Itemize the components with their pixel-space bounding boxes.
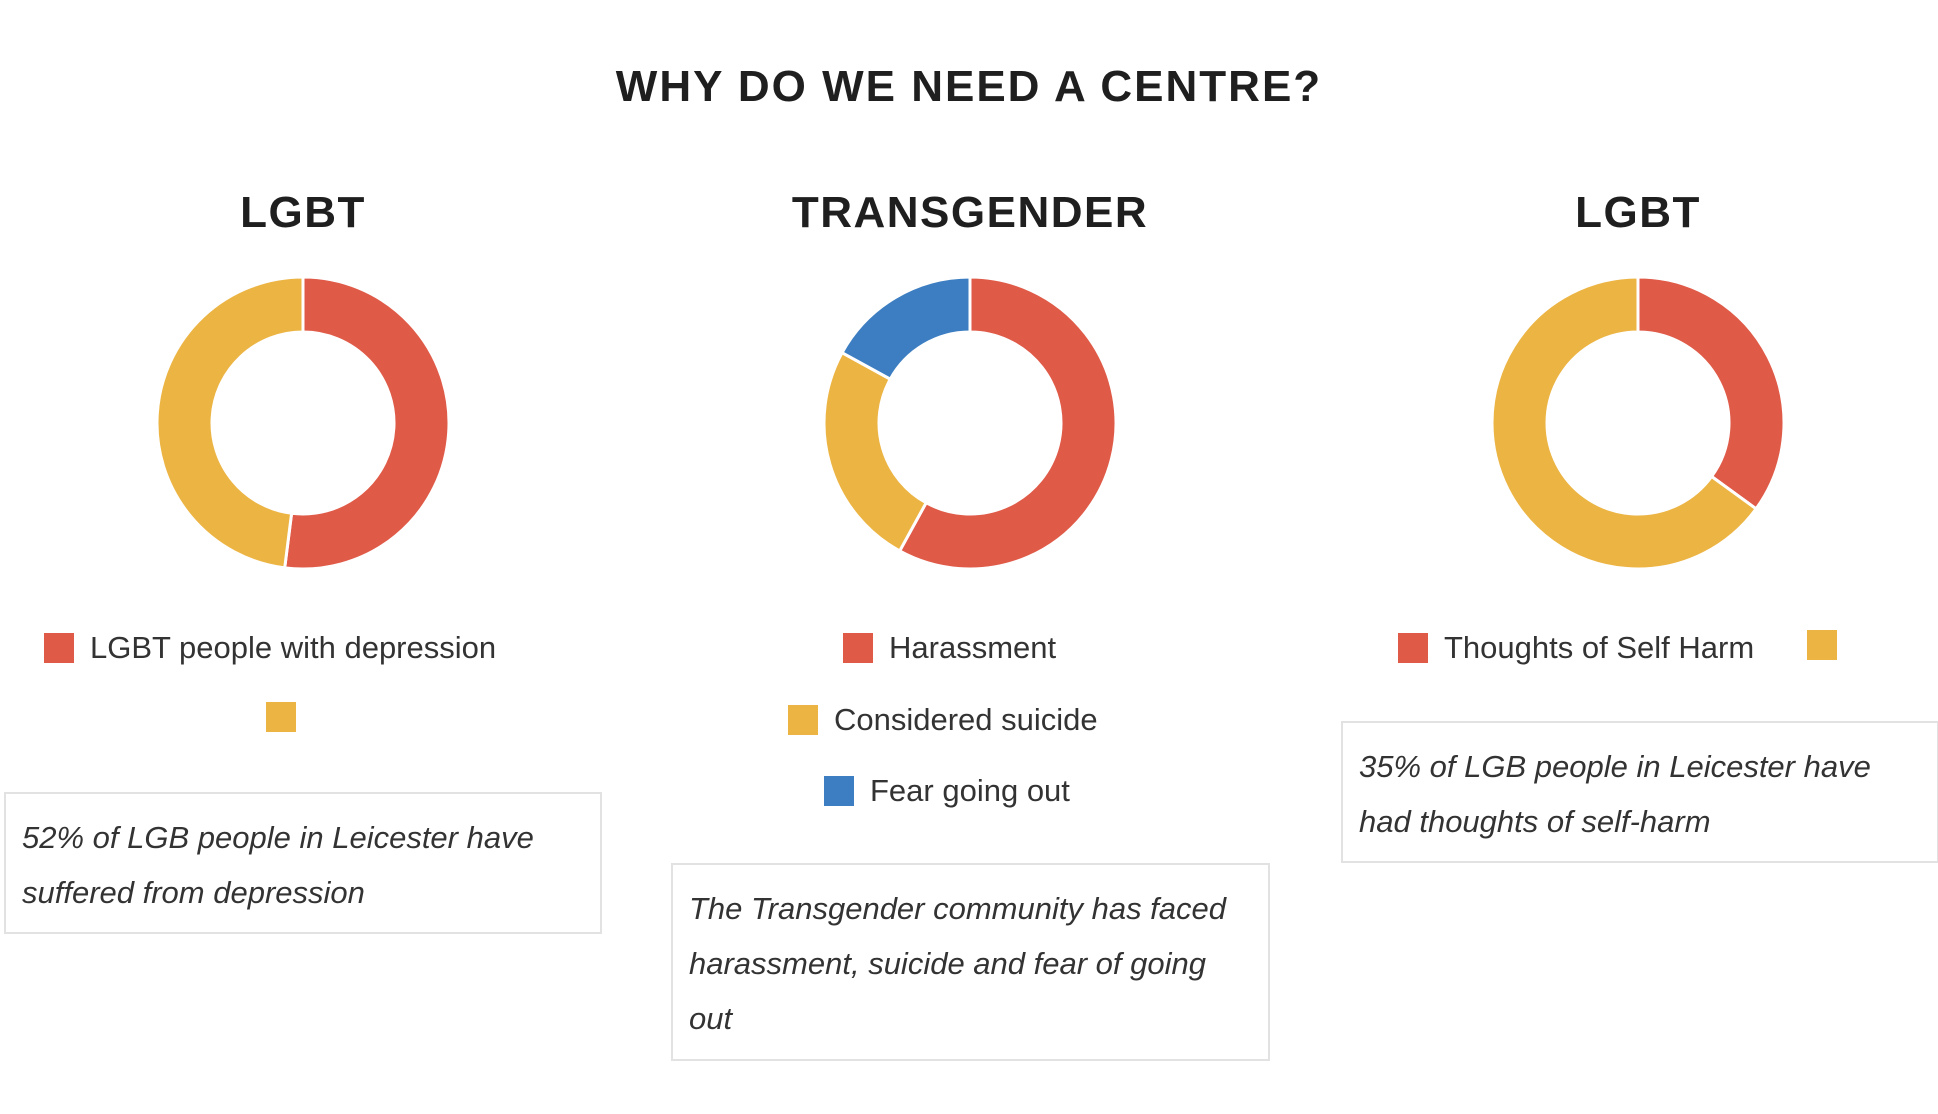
- legend-label: Harassment: [889, 630, 1057, 665]
- note-text: The Transgender community has faced hara…: [689, 891, 1227, 1036]
- legend-item-harassment[interactable]: Harassment: [843, 630, 1056, 666]
- legend-swatch-red: [1398, 633, 1428, 663]
- legend-label: LGBT people with depression: [90, 630, 497, 665]
- legend-swatch-yellow: [788, 705, 818, 735]
- legend-item-unlabeled[interactable]: [266, 702, 296, 732]
- chart-title: LGBT: [240, 188, 366, 237]
- legend-label: Considered suicide: [834, 702, 1098, 737]
- donut-slice-2[interactable]: [1491, 276, 1759, 570]
- donut-slice-3[interactable]: [840, 276, 972, 382]
- legend-item-unlabeled[interactable]: [1807, 630, 1837, 660]
- page-title: WHY DO WE NEED A CENTRE?: [615, 62, 1323, 111]
- legend-swatch-blue: [824, 776, 854, 806]
- note-box: 52% of LGB people in Leicester have suff…: [4, 792, 602, 934]
- donut-slice-1[interactable]: [897, 276, 1117, 570]
- donut-slice-1[interactable]: [1636, 276, 1785, 511]
- donut-chart: [823, 276, 1117, 570]
- legend-item-considered-suicide[interactable]: Considered suicide: [788, 702, 1098, 738]
- legend-swatch-yellow: [266, 702, 296, 732]
- donut-chart: [1491, 276, 1785, 570]
- note-text: 35% of LGB people in Leicester have had …: [1359, 749, 1871, 839]
- donut-slice-2[interactable]: [156, 276, 305, 570]
- note-text: 52% of LGB people in Leicester have suff…: [22, 820, 534, 910]
- note-box: 35% of LGB people in Leicester have had …: [1341, 721, 1938, 863]
- donut-slice-2[interactable]: [823, 350, 929, 553]
- legend-item-fear-going-out[interactable]: Fear going out: [824, 773, 1070, 809]
- legend-label: Thoughts of Self Harm: [1444, 630, 1755, 665]
- donut-slice-1[interactable]: [283, 276, 450, 570]
- legend-swatch-red: [44, 633, 74, 663]
- chart-title: TRANSGENDER: [791, 188, 1149, 237]
- legend-item-depression[interactable]: LGBT people with depression: [44, 630, 496, 666]
- legend-label: Fear going out: [870, 773, 1070, 808]
- donut-chart: [156, 276, 450, 570]
- legend-item-self-harm[interactable]: Thoughts of Self Harm: [1398, 630, 1754, 666]
- note-box: The Transgender community has faced hara…: [671, 863, 1270, 1061]
- legend-swatch-yellow: [1807, 630, 1837, 660]
- legend-swatch-red: [843, 633, 873, 663]
- chart-title: LGBT: [1575, 188, 1701, 237]
